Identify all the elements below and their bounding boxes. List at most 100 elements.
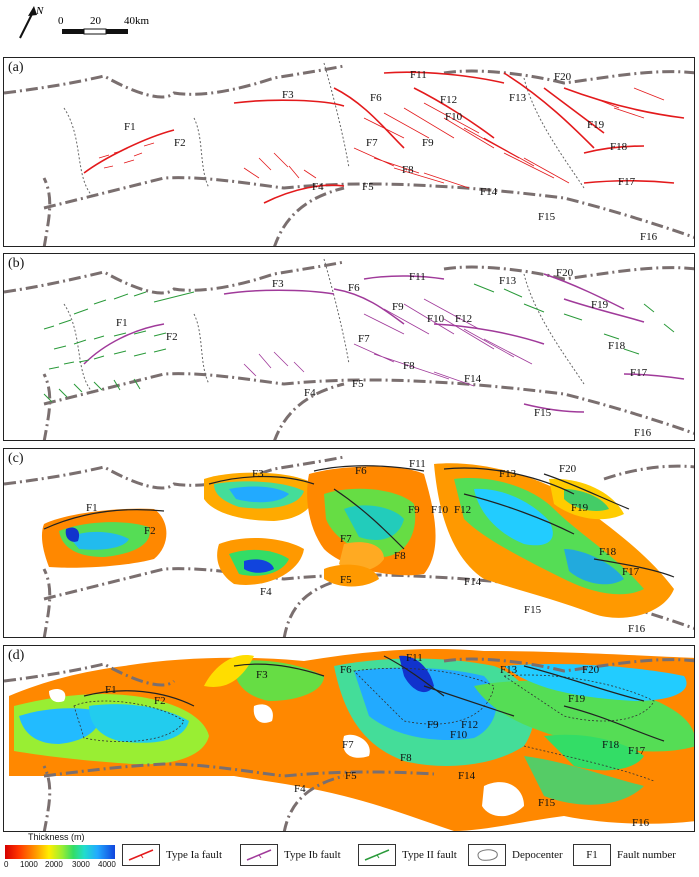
fault-label-f13: F13 [500,664,518,676]
fault-label-f7: F7 [366,137,378,149]
fault-label-f2: F2 [154,695,166,707]
fault-label-f5: F5 [352,378,364,390]
fault-label-f14: F14 [464,373,482,385]
fault-label-f2: F2 [144,525,156,537]
thickness-surface-d [4,649,694,831]
legend-label-type-ia: Type Ia fault [166,849,223,861]
fault-label-f19: F19 [571,502,589,514]
legend-type-ia: Type Ia fault [122,843,222,867]
panel-label-a: (a) [8,60,24,75]
depocenter-icon [468,844,506,866]
fault-label-f15: F15 [538,211,556,223]
fault-label-f12: F12 [461,719,478,731]
thickness-tick-2000: 2000 [45,860,63,869]
fault-label-f12: F12 [454,504,471,516]
legend-depocenter: Depocenter [468,843,563,867]
fault-label-f6: F6 [355,465,367,477]
fault-label-f11: F11 [410,69,427,81]
fault-label-f10: F10 [431,504,449,516]
panel-label-d: (d) [8,648,25,663]
thickness-tick-3000: 3000 [72,860,90,869]
fault-label-f4: F4 [304,387,316,399]
fault-label-f20: F20 [554,71,572,83]
fault-label-f13: F13 [509,92,527,104]
legend-label-depocenter: Depocenter [512,849,563,861]
fault-label-f8: F8 [400,752,412,764]
type-ib-fault-icon [240,844,278,866]
panel-label-b: (b) [8,256,25,271]
fault-label-f17: F17 [630,367,648,379]
fault-label-f3: F3 [252,468,264,480]
fault-label-f9: F9 [392,301,404,313]
panel-c-map: F1 F2 F3 F4 F5 F6 F7 F8 F9 F10 F11 F12 F… [4,455,694,637]
legend-label-fault-number: Fault number [617,849,676,861]
fault-label-f4: F4 [294,783,306,795]
thickness-legend-title: Thickness (m) [28,832,85,842]
fault-label-f9: F9 [408,504,420,516]
panel-b-map: F1 F2 F3 F4 F5 F6 F7 F8 F9 F10 F11 F12 F… [4,258,694,440]
fault-label-f1: F1 [124,121,136,133]
panel-c: F1 F2 F3 F4 F5 F6 F7 F8 F9 F10 F11 F12 F… [3,448,695,638]
thickness-blobs-c [41,463,674,618]
type-ii-fault-icon [358,844,396,866]
fault-label-f10: F10 [427,313,445,325]
legend-type-ii: Type II fault [358,843,457,867]
fault-label-f20: F20 [556,267,574,279]
thickness-tick-4000: 4000 [98,860,116,869]
fault-label-f16: F16 [628,623,646,635]
fault-label-f16: F16 [632,817,650,829]
fault-label-f3: F3 [256,669,268,681]
fault-label-f4: F4 [312,181,324,193]
scale-tick-20: 20 [90,15,102,27]
thickness-ticks: 0 1000 2000 3000 4000 [0,860,130,874]
north-arrow-icon: N [19,5,44,39]
fault-label-f9: F9 [427,719,439,731]
fault-label-f16: F16 [634,427,652,439]
legend-label-type-ib: Type Ib fault [284,849,341,861]
fault-label-f1: F1 [116,317,128,329]
fault-label-f11: F11 [409,271,426,283]
fault-label-f18: F18 [599,546,617,558]
fault-label-f15: F15 [538,797,556,809]
thickness-tick-1000: 1000 [20,860,38,869]
fault-label-f4: F4 [260,586,272,598]
fault-label-f11: F11 [406,652,423,664]
fault-label-f10: F10 [450,729,468,741]
fault-label-f18: F18 [610,141,628,153]
fault-label-f17: F17 [622,566,640,578]
panel-b: F1 F2 F3 F4 F5 F6 F7 F8 F9 F10 F11 F12 F… [3,253,695,441]
fault-label-f14: F14 [480,186,498,198]
scale-bar: 0 20 40km [58,15,150,35]
panel-d-map: F1 F2 F3 F4 F5 F6 F7 F8 F9 F10 F11 F12 F… [4,649,694,831]
fault-label-f13: F13 [499,468,517,480]
fault-label-f2: F2 [166,331,178,343]
fault-label-f20: F20 [559,463,577,475]
fault-label-f8: F8 [402,164,414,176]
fault-label-f6: F6 [370,92,382,104]
fault-label-f5: F5 [340,574,352,586]
fault-label-f19: F19 [591,299,609,311]
legend-type-ib: Type Ib fault [240,843,341,867]
fault-label-f7: F7 [358,333,370,345]
fault-label-f3: F3 [272,278,284,290]
fault-label-f5: F5 [362,181,374,193]
thickness-tick-0: 0 [4,860,9,869]
fault-label-f8: F8 [394,550,406,562]
fault-number-sample-text: F1 [586,849,598,861]
scale-tick-40: 40km [124,15,150,27]
thickness-color-bar [5,845,115,859]
fault-label-f18: F18 [608,340,626,352]
fault-label-f7: F7 [340,533,352,545]
panel-label-c: (c) [8,451,24,466]
fault-label-f17: F17 [618,176,636,188]
fault-label-f14: F14 [464,576,482,588]
fault-label-f12: F12 [440,94,457,106]
fault-label-f1: F1 [105,684,117,696]
panel-a: F1 F2 F3 F4 F5 F6 F7 F8 F9 F10 F11 F12 F… [3,57,695,247]
fault-label-f7: F7 [342,739,354,751]
fault-label-f2: F2 [174,137,186,149]
fault-label-f11: F11 [409,458,426,470]
fault-label-f6: F6 [340,664,352,676]
legend-label-type-ii: Type II fault [402,849,457,861]
fault-label-f5: F5 [345,770,357,782]
